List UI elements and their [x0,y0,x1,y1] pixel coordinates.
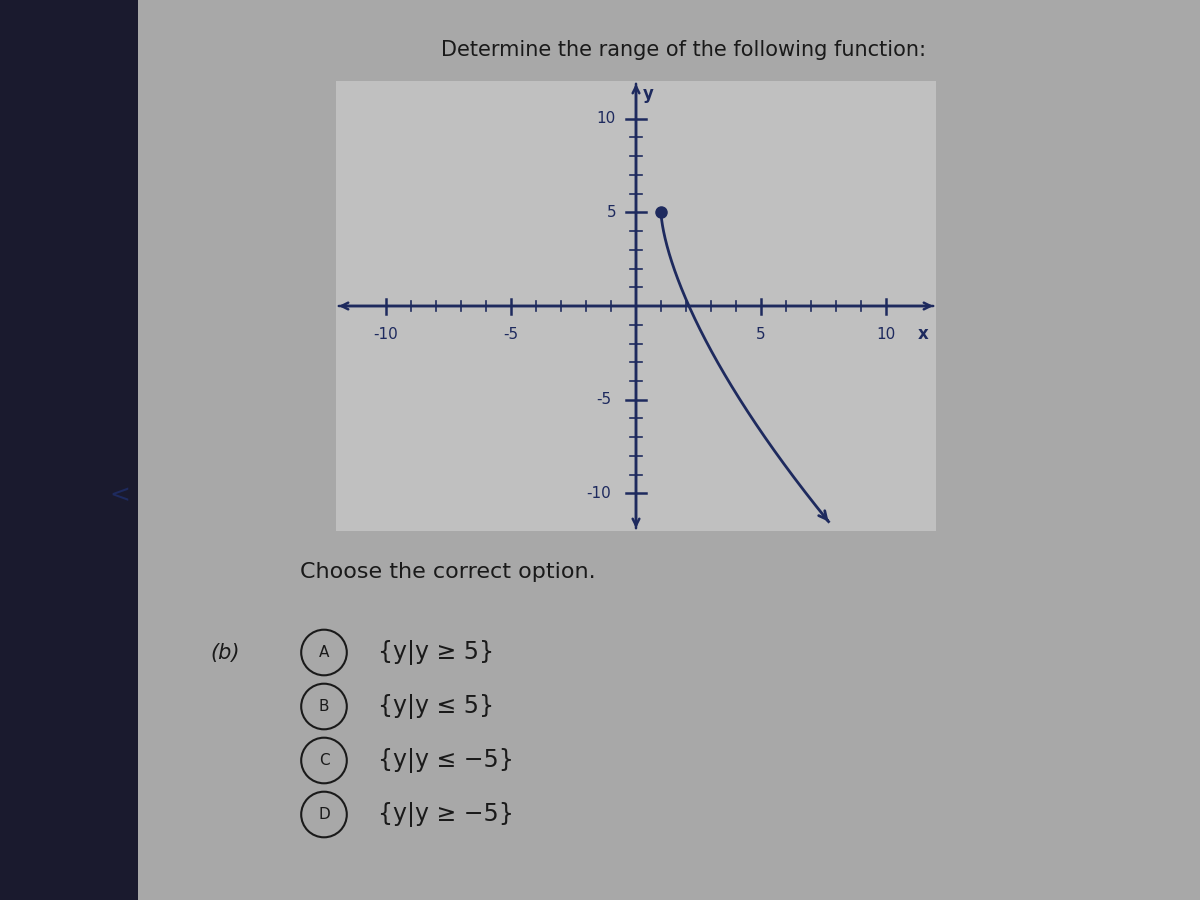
Text: D: D [318,807,330,822]
Text: -5: -5 [596,392,611,407]
Text: {y|y ≤ −5}: {y|y ≤ −5} [378,748,514,773]
Text: -10: -10 [373,327,398,342]
Text: <: < [109,483,131,507]
Text: -5: -5 [504,327,518,342]
Text: Choose the correct option.: Choose the correct option. [300,562,595,582]
Text: C: C [319,753,329,768]
Text: 5: 5 [756,327,766,342]
Text: {y|y ≤ 5}: {y|y ≤ 5} [378,694,494,719]
Text: x: x [918,325,929,343]
Text: (b): (b) [210,643,240,662]
Text: 10: 10 [876,327,895,342]
Text: A: A [319,645,329,660]
Text: 5: 5 [606,205,616,220]
Text: {y|y ≥ 5}: {y|y ≥ 5} [378,640,494,665]
Text: {y|y ≥ −5}: {y|y ≥ −5} [378,802,514,827]
Text: y: y [643,85,654,103]
Text: 10: 10 [596,111,616,126]
Text: B: B [319,699,329,714]
Text: -10: -10 [587,486,611,501]
Text: Determine the range of the following function:: Determine the range of the following fun… [442,40,926,60]
